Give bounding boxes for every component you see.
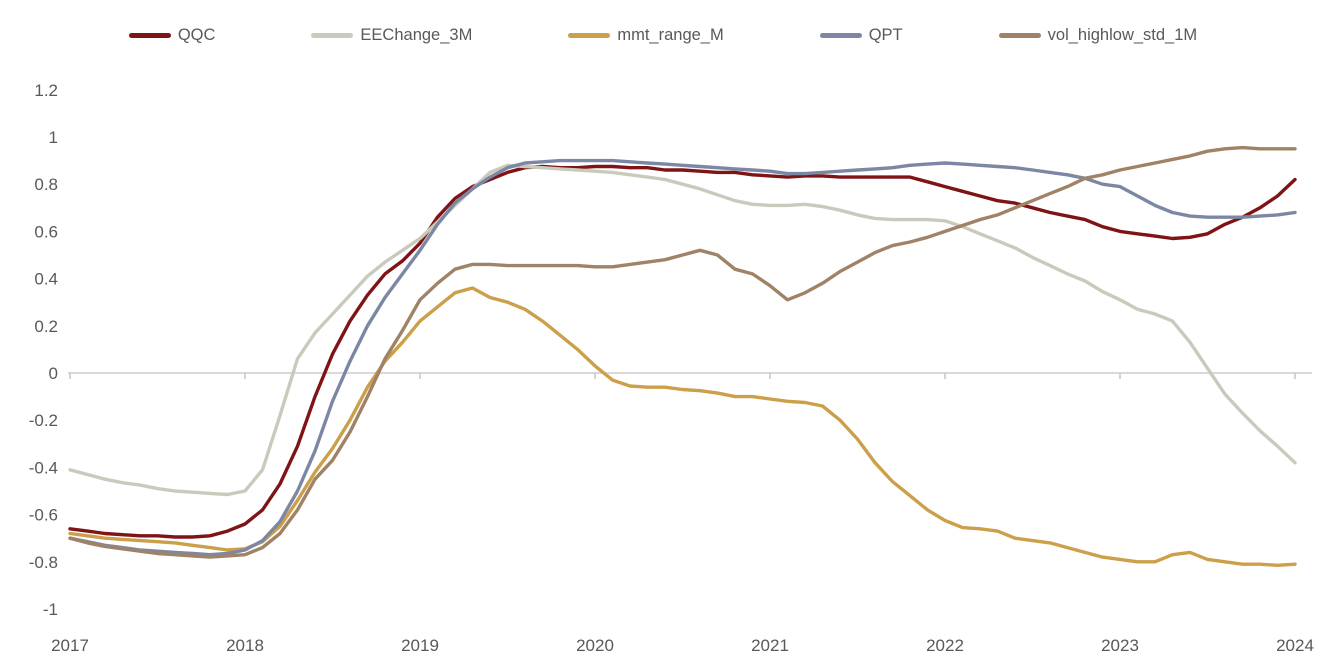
x-tick-label: 2018 [226, 636, 264, 655]
legend-item-EEChange_3M: EEChange_3M [311, 26, 472, 45]
legend-label: mmt_range_M [617, 26, 724, 44]
legend-item-QPT: QPT [819, 26, 903, 45]
legend-label: QQC [177, 26, 216, 44]
series-line-QPT [68, 158, 1297, 557]
legend-label: vol_highlow_std_1M [1047, 26, 1198, 44]
x-tick-label: 2020 [576, 636, 614, 655]
legend-item-mmt_range_M: mmt_range_M [568, 26, 724, 45]
x-tick-label: 2019 [401, 636, 439, 655]
legend-item-QQC: QQC [128, 26, 216, 45]
y-tick-label: -0.2 [29, 411, 58, 430]
y-tick-label: 0.8 [34, 175, 58, 194]
y-tick-label: 0.6 [34, 222, 58, 241]
series-line-mmt_range_M [68, 286, 1297, 567]
y-tick-label: 1.2 [34, 81, 58, 100]
x-tick-label: 2024 [1276, 636, 1314, 655]
series-line-QQC [68, 164, 1297, 539]
legend-swatch-icon [128, 33, 171, 38]
x-tick-label: 2023 [1101, 636, 1139, 655]
legend-item-vol_highlow_std_1M: vol_highlow_std_1M [998, 26, 1198, 45]
x-tick-label: 2017 [51, 636, 89, 655]
x-tick-label: 2021 [751, 636, 789, 655]
y-tick-label: -1 [43, 600, 58, 619]
legend-swatch-icon [568, 33, 611, 38]
y-tick-label: 1 [49, 128, 58, 147]
y-tick-label: -0.6 [29, 506, 58, 525]
legend-label: EEChange_3M [360, 26, 473, 44]
chart-legend: QQC EEChange_3M mmt_range_M QPT vol_highlow_… [0, 26, 1326, 45]
y-tick-label: 0.4 [34, 270, 58, 289]
y-tick-label: 0 [49, 364, 58, 383]
y-tick-label: -0.8 [29, 553, 58, 572]
x-tick-label: 2022 [926, 636, 964, 655]
series-line-vol_highlow_std_1M [68, 145, 1297, 559]
legend-label: QPT [868, 26, 903, 44]
legend-swatch-icon [311, 33, 354, 38]
y-tick-label: -0.4 [29, 458, 58, 477]
y-tick-label: 0.2 [34, 317, 58, 336]
legend-swatch-icon [998, 33, 1041, 38]
legend-swatch-icon [819, 33, 862, 38]
series-line-EEChange_3M [68, 163, 1297, 497]
